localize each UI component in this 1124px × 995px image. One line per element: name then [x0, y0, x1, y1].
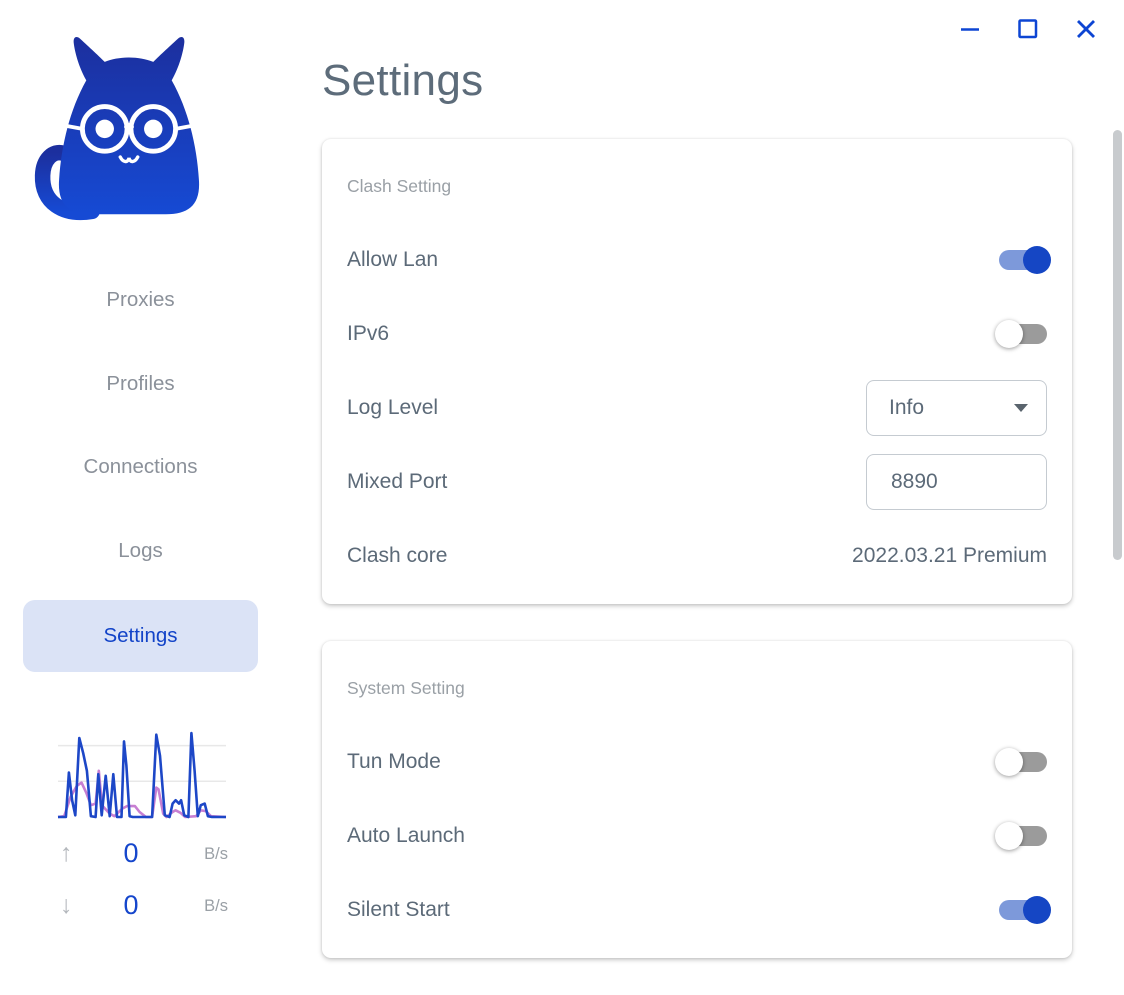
silent-start-label: Silent Start: [347, 898, 450, 921]
auto-launch-toggle[interactable]: [995, 822, 1047, 850]
upload-speed-unit: B/s: [204, 845, 228, 863]
settings-row: Auto Launch: [347, 799, 1047, 873]
minimize-button[interactable]: [958, 16, 982, 42]
mixed-port-input[interactable]: [867, 455, 1046, 509]
log-level-label: Log Level: [347, 396, 439, 419]
main-content: Settings Clash Setting Allow Lan IPv6 Log L…: [322, 0, 1072, 995]
settings-row: Log Level Info: [347, 371, 1047, 445]
section-header: System Setting: [347, 678, 465, 698]
log-level-select[interactable]: Info: [866, 380, 1047, 436]
settings-row: Clash core 2022.03.21 Premium: [347, 519, 1047, 593]
settings-row: Allow Lan: [347, 223, 1051, 297]
download-speed-unit: B/s: [204, 897, 228, 915]
sidebar-item-connections[interactable]: Connections: [83, 455, 198, 478]
silent-start-toggle[interactable]: [999, 896, 1051, 924]
close-icon: [1077, 20, 1095, 38]
toggle-thumb: [995, 822, 1023, 850]
system-setting-card: System Setting Tun Mode Auto Launch Silent …: [322, 641, 1072, 958]
toggle-thumb: [995, 320, 1023, 348]
settings-row: Mixed Port: [347, 445, 1047, 519]
auto-launch-label: Auto Launch: [347, 824, 465, 847]
window-controls: [958, 16, 1098, 42]
sidebar-item-profiles[interactable]: Profiles: [106, 372, 175, 395]
sidebar: Proxies Profiles Connections Logs Settings ↑…: [0, 0, 280, 937]
clash-core-value: 2022.03.21 Premium: [852, 544, 1047, 567]
allow-lan-label: Allow Lan: [347, 248, 439, 271]
ipv6-label: IPv6: [347, 322, 390, 345]
mixed-port-field: [866, 454, 1047, 510]
maximize-icon: [1018, 19, 1038, 39]
allow-lan-toggle[interactable]: [999, 246, 1051, 274]
toggle-thumb: [1023, 246, 1051, 274]
section-header: Clash Setting: [347, 176, 452, 196]
toggle-thumb: [1023, 896, 1051, 924]
settings-row: Silent Start: [347, 873, 1051, 947]
arrow-down-icon: ↓: [60, 891, 73, 919]
sidebar-item-logs[interactable]: Logs: [118, 539, 163, 562]
page-title: Settings: [322, 56, 484, 105]
traffic-chart: [57, 731, 227, 819]
settings-row: Tun Mode: [347, 725, 1047, 799]
minimize-icon: [961, 28, 979, 31]
download-speed-value: 0: [123, 890, 139, 920]
close-button[interactable]: [1074, 16, 1098, 42]
settings-cards: Clash Setting Allow Lan IPv6 Log Level Info M…: [322, 139, 1072, 958]
ipv6-toggle[interactable]: [995, 320, 1047, 348]
arrow-up-icon: ↑: [60, 839, 73, 867]
clash-setting-card: Clash Setting Allow Lan IPv6 Log Level Info M…: [322, 139, 1072, 604]
upload-speed-row: ↑ 0 B/s: [50, 838, 228, 872]
app-logo-cat-icon: [34, 37, 200, 221]
mixed-port-label: Mixed Port: [347, 470, 448, 493]
sidebar-item-proxies[interactable]: Proxies: [106, 288, 175, 311]
select-value: Info: [889, 396, 925, 419]
upload-speed-value: 0: [123, 838, 139, 868]
settings-row: IPv6: [347, 297, 1047, 371]
tun-mode-label: Tun Mode: [347, 750, 441, 773]
sidebar-item-settings[interactable]: Settings: [23, 600, 258, 672]
toggle-thumb: [995, 748, 1023, 776]
download-speed-row: ↓ 0 B/s: [50, 890, 228, 924]
clash-core-label: Clash core: [347, 544, 448, 567]
tun-mode-toggle[interactable]: [995, 748, 1047, 776]
download-line: [58, 731, 226, 819]
scrollbar-thumb[interactable]: [1113, 130, 1122, 560]
chevron-down-icon: [1014, 404, 1028, 412]
maximize-button[interactable]: [1016, 16, 1040, 42]
